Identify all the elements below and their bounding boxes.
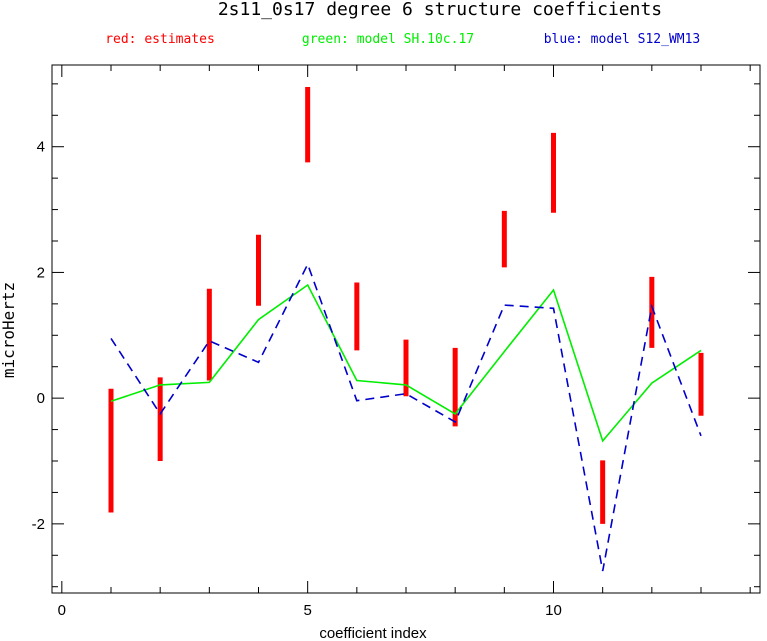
x-axis-label: coefficient index	[319, 625, 427, 641]
legend-model-s12: blue: model S12_WM13	[544, 32, 701, 47]
legend-estimates: red: estimates	[105, 32, 215, 47]
x-tick-label: 0	[58, 602, 66, 619]
x-tick-label: 5	[303, 602, 311, 619]
estimate-bars	[108, 87, 704, 524]
y-ticks: -2 0 2 4	[32, 83, 760, 588]
y-tick-label: -2	[32, 516, 45, 533]
legend-model-sh: green: model SH.10c.17	[302, 32, 474, 47]
y-tick-label: 2	[37, 264, 45, 281]
x-ticks: 0 5 10	[58, 65, 751, 619]
x-tick-label: 10	[545, 602, 562, 619]
chart-title: 2s11_0s17 degree 6 structure coefficient…	[218, 0, 662, 20]
y-tick-label: 4	[37, 139, 45, 156]
series-lines	[110, 262, 702, 572]
series-line	[110, 283, 702, 443]
series-line	[110, 262, 702, 572]
y-axis-label: microHertz	[0, 282, 18, 378]
y-tick-label: 0	[37, 390, 45, 407]
